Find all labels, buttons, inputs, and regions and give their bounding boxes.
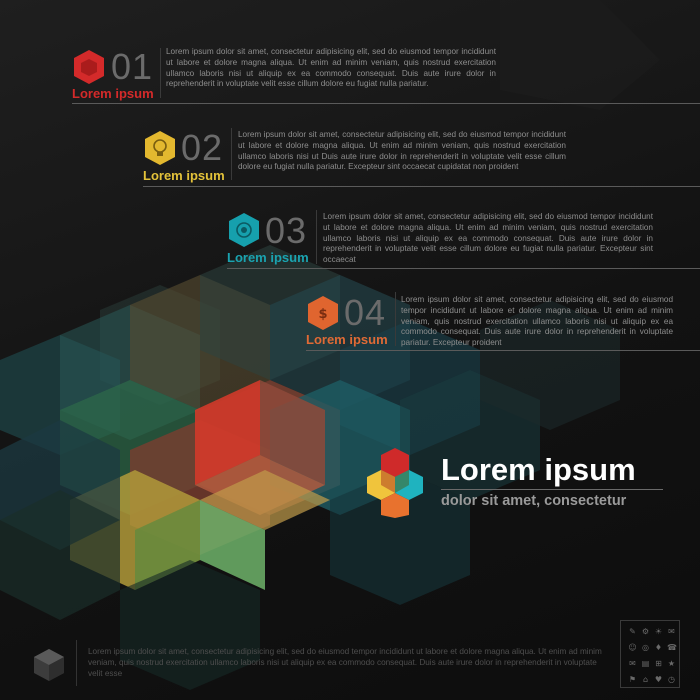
step-rule bbox=[227, 268, 700, 269]
step-title: Lorem ipsum bbox=[306, 332, 388, 347]
pin-icon: ♦ bbox=[654, 643, 663, 652]
footer-text: Lorem ipsum dolor sit amet, consectetur … bbox=[88, 647, 602, 678]
step-number: 02 bbox=[181, 127, 224, 168]
step-number: 03 bbox=[265, 210, 308, 251]
brand-divider bbox=[441, 489, 663, 490]
brand-subtitle: dolor sit amet, consectetur bbox=[441, 493, 627, 509]
logo-cube-icon bbox=[367, 448, 423, 518]
step-number: 04 bbox=[344, 292, 387, 333]
step-text: Lorem ipsum dolor sit amet, consectetur … bbox=[166, 47, 496, 89]
divider bbox=[316, 210, 317, 264]
step-rule bbox=[143, 186, 700, 187]
step-text: Lorem ipsum dolor sit amet, consectetur … bbox=[401, 295, 673, 348]
heart-icon: ♥ bbox=[654, 675, 663, 684]
divider bbox=[395, 292, 396, 346]
chat-icon: ✉ bbox=[668, 627, 675, 636]
footer-cube-icon bbox=[34, 649, 64, 681]
home-icon: ⌂ bbox=[642, 675, 649, 684]
gear-icon: ⚙ bbox=[641, 627, 650, 636]
user-icon: ☺ bbox=[628, 643, 637, 652]
step-title: Lorem ipsum bbox=[143, 168, 225, 183]
cart-icon: ⊞ bbox=[655, 659, 662, 668]
step-rule bbox=[72, 103, 700, 104]
step-title: Lorem ipsum bbox=[72, 86, 154, 101]
svg-text:$: $ bbox=[318, 307, 327, 322]
phone-icon: ☎ bbox=[667, 643, 677, 652]
step-rule bbox=[306, 350, 700, 351]
wrench-icon: ✎ bbox=[629, 627, 636, 636]
brand-title: Lorem ipsum bbox=[441, 452, 636, 487]
dollar-icon: $ bbox=[308, 296, 338, 330]
step-title: Lorem ipsum bbox=[227, 250, 309, 265]
divider bbox=[231, 128, 232, 180]
cube-icon bbox=[74, 50, 104, 84]
step-number: 01 bbox=[111, 46, 154, 87]
lightbulb-icon bbox=[145, 131, 175, 165]
step-text: Lorem ipsum dolor sit amet, consectetur … bbox=[323, 212, 653, 265]
mail-icon: ✉ bbox=[629, 659, 636, 668]
globe-icon: ◎ bbox=[642, 643, 649, 652]
icon-set-panel: ✎ ⚙ ☀ ✉ ☺ ◎ ♦ ☎ ✉ ▤ ⊞ ★ ⚑ ⌂ ♥ ◷ bbox=[620, 620, 680, 688]
bulb-icon: ☀ bbox=[654, 627, 663, 636]
step-text: Lorem ipsum dolor sit amet, consectetur … bbox=[238, 130, 566, 172]
target-icon bbox=[229, 213, 259, 247]
flag-icon: ⚑ bbox=[628, 675, 637, 684]
footer-divider bbox=[76, 640, 77, 686]
star-icon: ★ bbox=[667, 659, 676, 668]
chart-icon: ▤ bbox=[641, 659, 650, 668]
clock-icon: ◷ bbox=[668, 675, 675, 684]
divider bbox=[160, 48, 161, 98]
